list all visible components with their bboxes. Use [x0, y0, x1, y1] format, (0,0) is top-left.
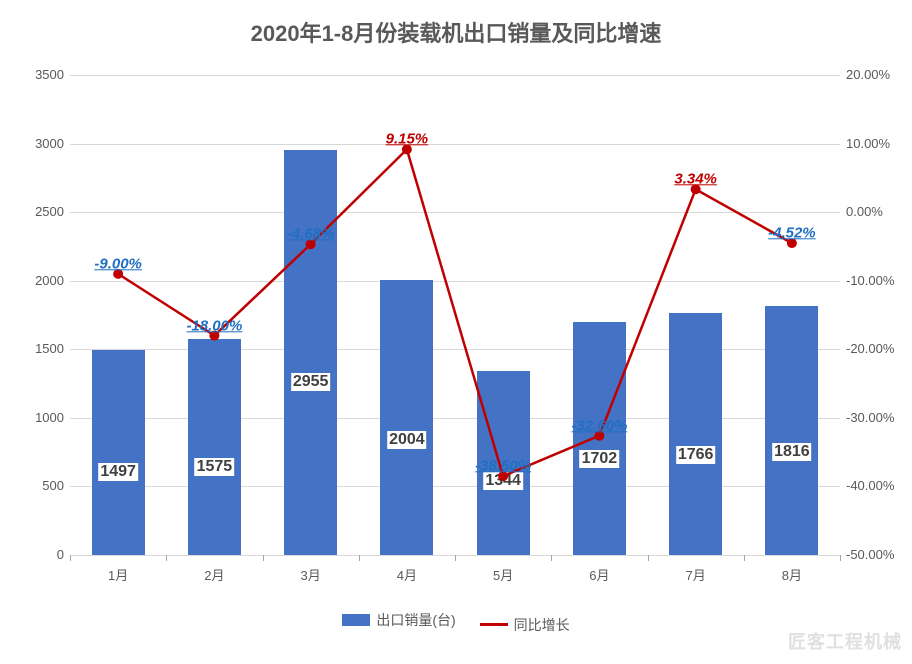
gridline [70, 144, 840, 145]
y-right-label: 20.00% [846, 67, 890, 82]
gridline [70, 349, 840, 350]
gridline [70, 281, 840, 282]
y-right-label: -30.00% [846, 410, 894, 425]
line-value-label: -18.00% [186, 317, 242, 334]
chart-container: 2020年1-8月份装载机出口销量及同比增速 05001000150020002… [0, 0, 912, 664]
x-tick [744, 555, 745, 561]
gridline [70, 418, 840, 419]
bar-value-label: 1344 [483, 472, 523, 490]
line-value-label: -32.60% [571, 417, 627, 434]
line-value-label: -38.50% [475, 457, 531, 474]
y-left-label: 1000 [20, 410, 64, 425]
y-left-label: 3000 [20, 136, 64, 151]
line-value-label: 3.34% [674, 171, 717, 188]
x-label: 1月 [108, 565, 128, 584]
x-tick [359, 555, 360, 561]
bar-value-label: 1816 [772, 443, 812, 461]
x-label: 2月 [204, 565, 224, 584]
line-layer [70, 75, 840, 555]
x-label: 6月 [589, 565, 609, 584]
y-left-label: 2000 [20, 273, 64, 288]
bar-value-label: 1702 [580, 450, 620, 468]
legend-bar-label: 出口销量(台) [376, 610, 455, 630]
line-value-label: -4.52% [768, 224, 816, 241]
bar-value-label: 1575 [195, 458, 235, 476]
bar-value-label: 1497 [98, 463, 138, 481]
gridline [70, 212, 840, 213]
bar [380, 280, 433, 555]
legend: 出口销量(台) 同比增长 [0, 610, 912, 635]
y-right-label: -20.00% [846, 341, 894, 356]
x-tick [648, 555, 649, 561]
x-tick [166, 555, 167, 561]
line-value-label: 9.15% [386, 131, 429, 148]
bar [284, 150, 337, 555]
y-left-label: 500 [20, 478, 64, 493]
bar [765, 306, 818, 555]
y-right-label: -40.00% [846, 478, 894, 493]
legend-bar-item: 出口销量(台) [342, 610, 455, 630]
chart-title: 2020年1-8月份装载机出口销量及同比增速 [0, 0, 912, 56]
legend-line-label: 同比增长 [514, 615, 570, 635]
x-tick [263, 555, 264, 561]
y-left-label: 0 [20, 547, 64, 562]
gridline [70, 486, 840, 487]
y-left-label: 1500 [20, 341, 64, 356]
bar [573, 322, 626, 555]
bar-value-label: 2004 [387, 431, 427, 449]
bar [92, 350, 145, 555]
bar [188, 339, 241, 555]
x-tick [70, 555, 71, 561]
x-label: 3月 [301, 565, 321, 584]
y-left-label: 3500 [20, 67, 64, 82]
bar-value-label: 1766 [676, 446, 716, 464]
y-right-label: 0.00% [846, 204, 883, 219]
x-label: 7月 [686, 565, 706, 584]
x-tick [455, 555, 456, 561]
gridline [70, 75, 840, 76]
x-tick [840, 555, 841, 561]
y-right-label: -10.00% [846, 273, 894, 288]
bar-value-label: 2955 [291, 373, 331, 391]
legend-line-item: 同比增长 [480, 615, 570, 635]
y-right-label: 10.00% [846, 136, 890, 151]
x-label: 4月 [397, 565, 417, 584]
watermark: 匠客工程机械 [788, 628, 902, 654]
y-left-label: 2500 [20, 204, 64, 219]
x-label: 5月 [493, 565, 513, 584]
x-axis: 1月 2月 3月 4月 5月 6月 7月 8月 [70, 555, 840, 585]
bar [669, 313, 722, 555]
line-value-label: -4.68% [287, 226, 335, 243]
legend-bar-swatch [342, 614, 370, 626]
x-tick [551, 555, 552, 561]
plot-area: 0500100015002000250030003500-50.00%-40.0… [70, 75, 840, 555]
line-value-label: -9.00% [94, 255, 142, 272]
legend-line-swatch [480, 623, 508, 626]
y-right-label: -50.00% [846, 547, 894, 562]
x-label: 8月 [782, 565, 802, 584]
